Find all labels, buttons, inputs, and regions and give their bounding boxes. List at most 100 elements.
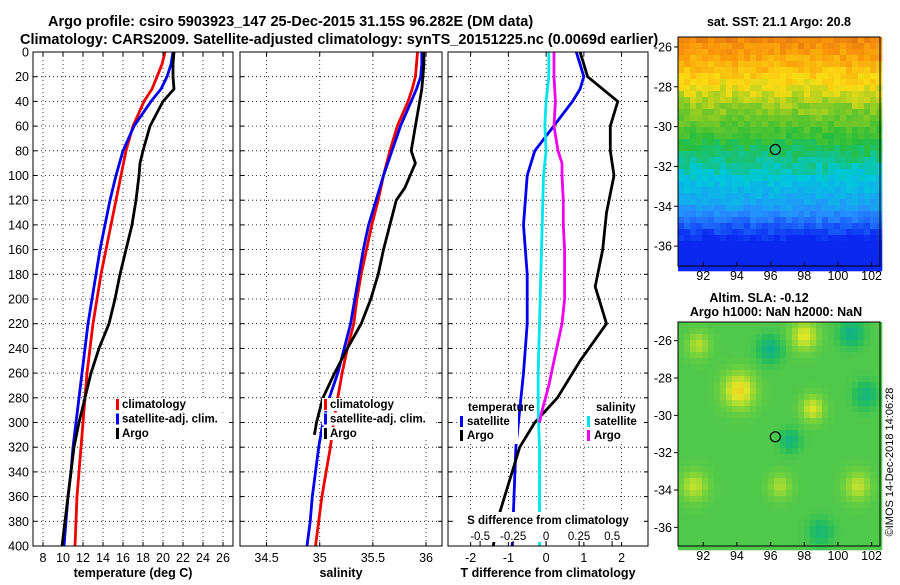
map-cell xyxy=(756,163,763,170)
map-x-tick-label: 102 xyxy=(861,269,882,283)
map-cell xyxy=(804,253,811,260)
map-cell xyxy=(762,67,769,74)
map-cell xyxy=(744,175,751,182)
legend-swatch-temperature-argo xyxy=(460,430,463,441)
map-cell xyxy=(726,235,733,242)
map-cell xyxy=(822,532,829,539)
map-cell xyxy=(786,538,793,545)
map-cell xyxy=(792,406,799,413)
map-cell xyxy=(816,181,823,188)
map-cell xyxy=(828,205,835,212)
map-cell xyxy=(834,175,841,182)
map-cell xyxy=(738,139,745,146)
map-cell xyxy=(828,412,835,419)
map-cell xyxy=(738,328,745,335)
map-cell xyxy=(690,247,697,254)
map-cell xyxy=(690,508,697,515)
x-tick-label: 14 xyxy=(96,551,110,565)
map-cell xyxy=(828,73,835,80)
map-cell xyxy=(744,187,751,194)
map-cell xyxy=(684,199,691,206)
map-cell xyxy=(714,229,721,236)
map-cell xyxy=(738,211,745,218)
map-cell xyxy=(786,460,793,467)
map-cell xyxy=(870,265,877,272)
map-cell xyxy=(678,73,685,80)
map-cell xyxy=(702,43,709,50)
map-cell xyxy=(798,532,805,539)
map-cell xyxy=(810,79,817,86)
map-cell xyxy=(696,229,703,236)
map-cell xyxy=(786,223,793,230)
map-cell xyxy=(810,538,817,545)
map-cell xyxy=(732,382,739,389)
map-cell xyxy=(792,85,799,92)
map-cell xyxy=(876,163,883,170)
series-group xyxy=(491,52,620,546)
map-cell xyxy=(756,37,763,44)
map-cell xyxy=(678,346,685,353)
map-cell xyxy=(876,145,883,152)
map-cell xyxy=(732,121,739,128)
map-cell xyxy=(864,247,871,254)
map-cell xyxy=(756,388,763,395)
map-cell xyxy=(678,334,685,341)
map-cell xyxy=(786,259,793,266)
map-cell xyxy=(834,538,841,545)
map-cell xyxy=(840,376,847,383)
map-cell xyxy=(870,73,877,80)
map-cell xyxy=(738,229,745,236)
map-cell xyxy=(846,163,853,170)
map-cell xyxy=(834,334,841,341)
map-cell xyxy=(750,520,757,527)
map-cell xyxy=(702,253,709,260)
map-cell xyxy=(858,334,865,341)
map-cell xyxy=(852,478,859,485)
map-cell xyxy=(870,61,877,68)
map-cell xyxy=(774,334,781,341)
map-cell xyxy=(690,181,697,188)
map-cell xyxy=(678,382,685,389)
map-cell xyxy=(846,139,853,146)
map-cell xyxy=(834,412,841,419)
map-cell xyxy=(684,400,691,407)
map-cell xyxy=(828,151,835,158)
map-cell xyxy=(792,133,799,140)
map-cell xyxy=(774,388,781,395)
map-cell xyxy=(810,205,817,212)
map-cell xyxy=(696,37,703,44)
map-cell xyxy=(750,187,757,194)
map-cell xyxy=(858,340,865,347)
map-cell xyxy=(846,187,853,194)
map-cell xyxy=(870,406,877,413)
map-cell xyxy=(876,478,883,485)
map-cell xyxy=(678,139,685,146)
map-cell xyxy=(834,514,841,521)
map-cell xyxy=(708,538,715,545)
map-cell xyxy=(780,217,787,224)
map-cell xyxy=(786,334,793,341)
map-cell xyxy=(768,442,775,449)
map-cell xyxy=(816,406,823,413)
map-cell xyxy=(792,334,799,341)
map-cell xyxy=(684,334,691,341)
map-cell xyxy=(762,43,769,50)
map-cell xyxy=(696,247,703,254)
map-cell xyxy=(810,520,817,527)
map-cell xyxy=(684,466,691,473)
map-cell xyxy=(678,37,685,44)
map-cell xyxy=(780,484,787,491)
map-cell xyxy=(732,436,739,443)
map-cell xyxy=(732,352,739,359)
map-cell xyxy=(816,508,823,515)
map-cell xyxy=(756,169,763,176)
map-cell xyxy=(816,418,823,425)
map-cell xyxy=(732,163,739,170)
map-cell xyxy=(828,229,835,236)
map-cell xyxy=(714,163,721,170)
map-cell xyxy=(738,103,745,110)
map-cell xyxy=(726,472,733,479)
map-cell xyxy=(690,346,697,353)
map-cell xyxy=(756,145,763,152)
